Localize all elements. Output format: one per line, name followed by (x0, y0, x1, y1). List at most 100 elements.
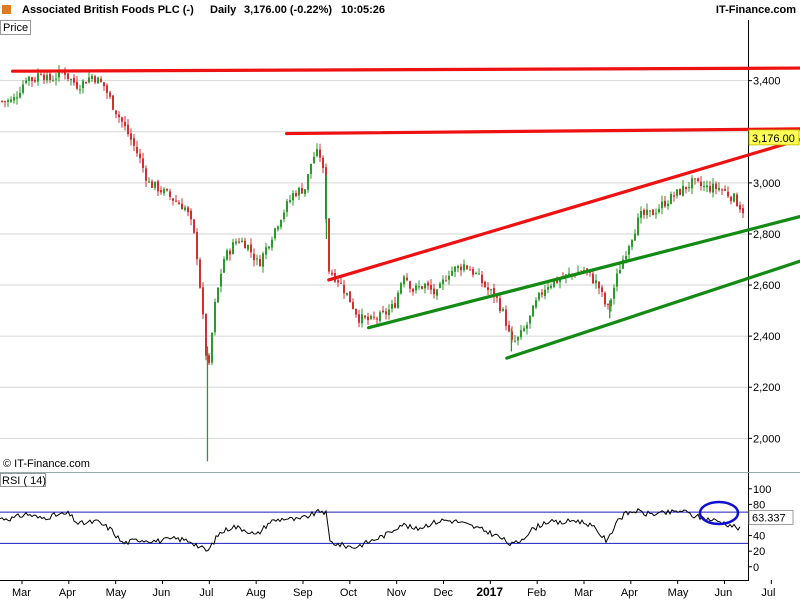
candle-body (316, 149, 318, 156)
watermark-text: © IT-Finance.com (3, 458, 90, 470)
candle-body (163, 189, 165, 194)
candle-body (400, 283, 402, 294)
candle-body (160, 190, 162, 193)
x-tick-label: Oct (340, 587, 357, 599)
price-chart[interactable]: 2,0002,2002,4002,6002,8003,0003,2003,400… (0, 20, 800, 472)
candle-body (625, 256, 627, 260)
candle-body (301, 188, 303, 194)
candle-body (493, 288, 495, 297)
candle-body (121, 117, 123, 122)
candle-body (172, 198, 174, 201)
candle-body (718, 187, 720, 191)
candle-body (166, 188, 168, 191)
candle-body (517, 336, 519, 341)
candle-body (286, 201, 288, 212)
candle-body (445, 280, 447, 282)
candle-body (133, 138, 135, 146)
candle-body (592, 273, 594, 284)
price-y-tick-label: 2,400 (753, 331, 781, 343)
candle-body (199, 259, 201, 288)
x-tick-label: Nov (387, 587, 407, 599)
candle-body (721, 189, 723, 191)
candle-body (490, 289, 492, 291)
candle-body (508, 325, 510, 332)
candle-body (250, 244, 252, 253)
candle-body (22, 84, 24, 93)
candle-body (502, 308, 504, 311)
candle-body (358, 314, 360, 323)
x-axis: Mar Apr May Jun Jul Aug Sep Oct Nov Dec 2017 Feb Mar… (0, 580, 800, 600)
x-tick-label: Jul (199, 587, 213, 599)
x-tick-label: May (668, 587, 689, 599)
candle-body (31, 77, 33, 81)
candle-body (292, 193, 294, 201)
price-panel-label: Price (3, 22, 28, 34)
candle-body (478, 273, 480, 275)
candle-body (7, 100, 9, 102)
x-tick-label: Aug (246, 587, 266, 599)
rsi-y-tick-label: 80 (753, 499, 765, 511)
candle-body (247, 245, 249, 250)
candle-body (370, 315, 372, 319)
candle-body (16, 97, 18, 99)
candle-body (49, 73, 51, 81)
x-tick-label: Mar (574, 587, 593, 599)
candle-body (202, 287, 204, 315)
rsi-highlight-circle (698, 500, 740, 526)
candle-body (520, 330, 522, 338)
candle-body (655, 213, 657, 215)
rsi-panel[interactable]: 020406080100RSI ( 14)63.337 (0, 472, 800, 581)
candle-body (364, 315, 366, 318)
candle-body (688, 187, 690, 189)
price-y-tick-label: 2,000 (753, 433, 781, 445)
candle-body (226, 250, 228, 260)
candle-body (394, 303, 396, 308)
candle-body (157, 181, 159, 192)
candle-body (676, 189, 678, 196)
candle-body (448, 275, 450, 280)
candle-body (205, 314, 207, 356)
candle-body (397, 292, 399, 308)
rsi-line (0, 508, 741, 552)
candle-body (10, 99, 12, 102)
candle-body (85, 82, 87, 84)
candle-body (451, 270, 453, 276)
candle-body (373, 316, 375, 318)
rsi-y-tick-label: 100 (753, 484, 771, 496)
trendline-channel-top (327, 137, 800, 282)
candle-body (349, 291, 351, 303)
rsi-background (0, 473, 800, 581)
x-tick-label: Mar (12, 587, 31, 599)
instrument-name: Associated British Foods PLC (-) (22, 4, 194, 16)
candle-body (661, 201, 663, 209)
candle-body (667, 203, 669, 207)
candle-body (442, 279, 444, 285)
candle-body (343, 284, 345, 294)
candle-body (82, 80, 84, 89)
candle-body (613, 287, 615, 299)
candle-body (685, 186, 687, 190)
x-tick-label: Dec (434, 587, 454, 599)
candle-body (352, 302, 354, 309)
candle-body (559, 279, 561, 283)
candle-body (487, 287, 489, 291)
rsi-chart[interactable]: 020406080100RSI ( 14)63.337 (0, 473, 800, 581)
candle-body (403, 276, 405, 285)
candle-body (556, 279, 558, 283)
candle-body (280, 220, 282, 227)
candle-body (43, 74, 45, 80)
rsi-y-tick-label: 20 (753, 546, 765, 558)
candle-body (136, 147, 138, 154)
candle-body (526, 324, 528, 329)
brand-logo-icon (2, 5, 11, 14)
candle-body (67, 73, 69, 80)
candle-body (244, 240, 246, 249)
candle-body (388, 309, 390, 315)
trendline-lower-support (505, 259, 800, 360)
candle-body (103, 82, 105, 87)
price-y-tick-label: 2,200 (753, 382, 781, 394)
price-panel[interactable]: 2,0002,2002,4002,6002,8003,0003,2003,400… (0, 20, 800, 472)
candle-body (187, 207, 189, 213)
last-price-label: 3,176.00 (752, 133, 795, 145)
candle-body (37, 73, 39, 82)
